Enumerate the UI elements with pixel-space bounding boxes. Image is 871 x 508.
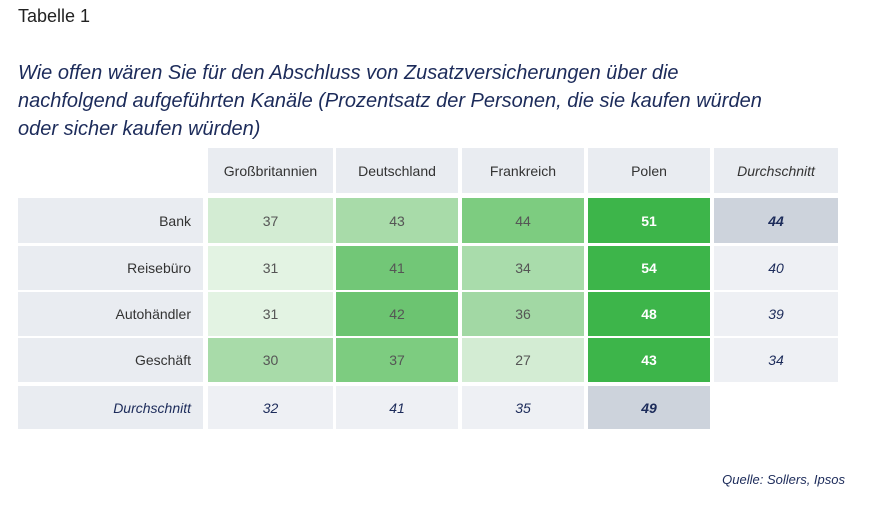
subtitle-line: oder sicher kaufen würden) [18,118,261,140]
data-cell: 37 [208,198,333,243]
row-label: Reisebüro [18,246,203,290]
source: Quelle: Sollers, Ipsos [722,472,845,487]
row-label: Geschäft [18,338,203,382]
column-header: Großbritannien [208,148,333,193]
data-cell: 48 [588,292,710,336]
data-cell: 31 [208,292,333,336]
data-cell: 43 [588,338,710,382]
data-cell: 41 [336,246,458,290]
data-cell: 51 [588,198,710,243]
data-cell: 37 [336,338,458,382]
data-cell: 43 [336,198,458,243]
data-cell: 34 [462,246,584,290]
data-cell: 36 [462,292,584,336]
data-cell: 44 [462,198,584,243]
average-cell: 40 [714,246,838,290]
column-header: Durchschnitt [714,148,838,193]
row-label: Durchschnitt [18,386,203,429]
row-label: Bank [18,198,203,243]
average-cell: 49 [588,386,710,429]
average-cell: 34 [714,338,838,382]
subtitle-line: Wie offen wären Sie für den Abschluss vo… [18,62,679,84]
data-cell: 42 [336,292,458,336]
data-cell: 27 [462,338,584,382]
data-cell: 31 [208,246,333,290]
column-header: Polen [588,148,710,193]
row-label: Autohändler [18,292,203,336]
data-cell: 54 [588,246,710,290]
average-cell: 41 [336,386,458,429]
column-header: Deutschland [336,148,458,193]
table-title: Tabelle 1 [18,6,91,26]
subtitle-line: nachfolgend aufgeführten Kanäle (Prozent… [18,90,762,112]
average-cell: 44 [714,198,838,243]
average-cell: 39 [714,292,838,336]
average-cell: 35 [462,386,584,429]
data-cell: 30 [208,338,333,382]
column-header: Frankreich [462,148,584,193]
average-cell: 32 [208,386,333,429]
